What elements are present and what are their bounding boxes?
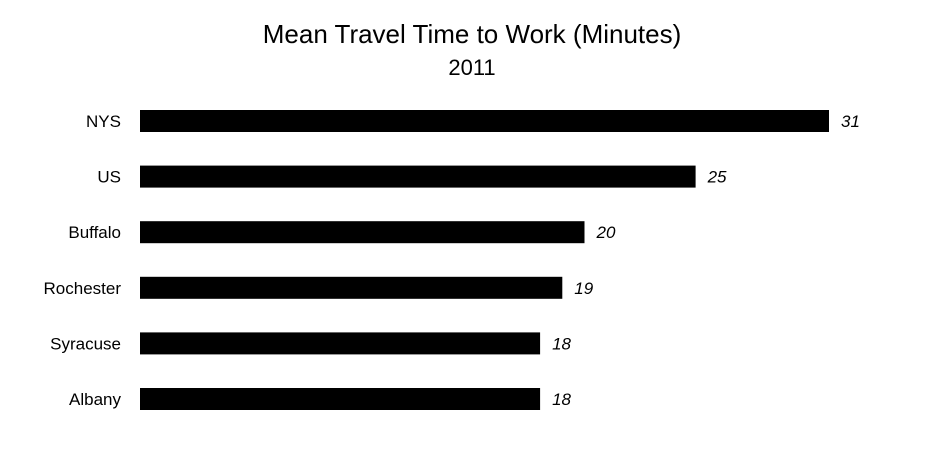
value-label-albany: 18 <box>552 390 571 409</box>
value-label-rochester: 19 <box>574 279 593 298</box>
value-label-nys: 31 <box>841 112 860 131</box>
value-label-buffalo: 20 <box>596 223 616 242</box>
bar-rochester <box>140 276 563 299</box>
category-label-rochester: Rochester <box>44 279 122 298</box>
bar-buffalo <box>140 221 585 244</box>
bar-albany <box>140 388 541 410</box>
value-label-us: 25 <box>707 168 727 187</box>
category-label-syracuse: Syracuse <box>50 334 121 353</box>
bar-nys <box>140 110 829 132</box>
chart-subtitle: 2011 <box>448 55 496 80</box>
category-label-us: US <box>97 168 121 187</box>
value-label-syracuse: 18 <box>552 334 571 353</box>
bar-syracuse <box>140 332 541 355</box>
category-label-buffalo: Buffalo <box>68 223 121 242</box>
bar-us <box>140 165 696 188</box>
category-label-nys: NYS <box>86 112 121 131</box>
category-label-albany: Albany <box>69 390 121 409</box>
chart-title: Mean Travel Time to Work (Minutes) <box>262 19 682 49</box>
